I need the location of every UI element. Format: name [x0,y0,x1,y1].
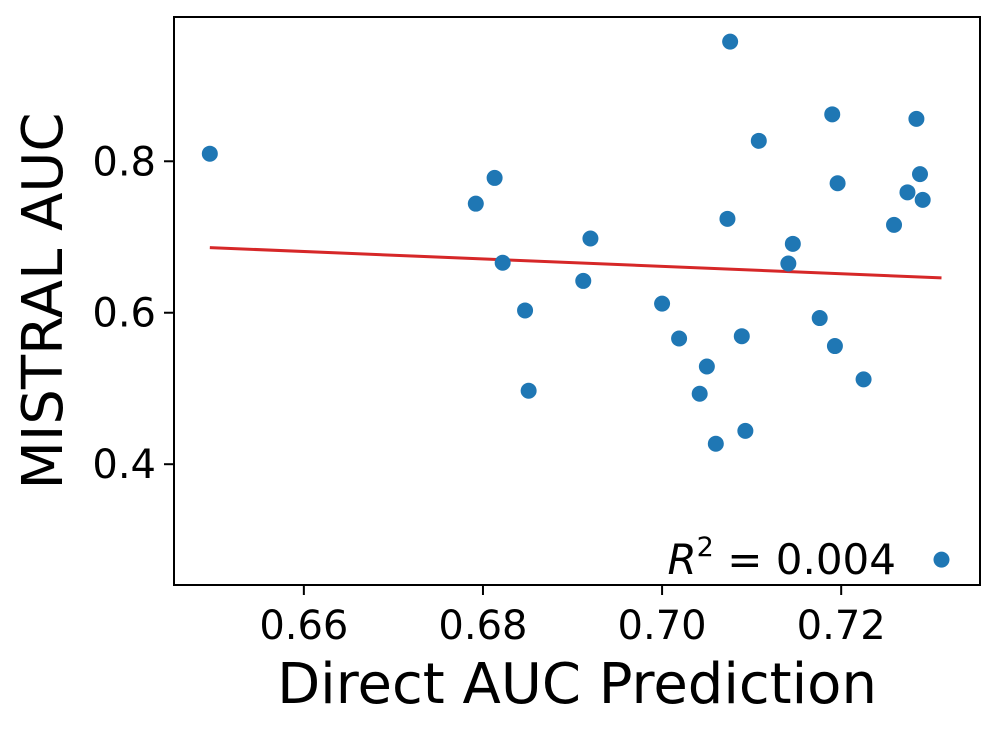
y-tick-label: 0.8 [92,139,156,185]
regression-line [209,246,942,280]
data-point [201,145,218,162]
data-point [780,255,797,272]
data-point [886,216,903,233]
data-point [575,272,592,289]
data-point [855,371,872,388]
x-tick-label: 0.66 [259,603,348,649]
data-point [829,175,846,192]
data-point [520,382,537,399]
data-point [824,106,841,123]
data-point [517,302,534,319]
data-point [908,110,925,127]
data-point [911,166,928,183]
y-axis-label: MISTRAL AUC [11,113,76,490]
data-point [811,310,828,327]
data-point [698,358,715,375]
x-axis: 0.66 0.68 0.70 0.72 [259,585,886,649]
data-point [582,230,599,247]
data-point [494,254,511,271]
x-tick-label: 0.72 [797,603,886,649]
data-point [737,422,754,439]
data-point [933,551,950,568]
data-point [691,385,708,402]
data-point [719,210,736,227]
r-squared-annotation: R2 = 0.004 [667,532,896,584]
data-point [707,435,724,452]
y-tick-label: 0.4 [92,442,156,488]
y-axis: 0.4 0.6 0.8 [92,139,174,488]
plot-content [201,33,950,568]
data-point [486,169,503,186]
x-tick-label: 0.68 [438,603,527,649]
data-point [914,191,931,208]
data-point [826,338,843,355]
data-point [784,235,801,252]
x-tick-label: 0.70 [618,603,707,649]
data-point [467,195,484,212]
x-axis-label: Direct AUC Prediction [277,652,877,717]
y-tick-label: 0.6 [92,291,156,337]
data-point [899,184,916,201]
data-point [750,132,767,149]
data-point [733,328,750,345]
plot-frame [173,16,981,586]
data-point [654,295,671,312]
data-point [671,330,688,347]
data-point [722,33,739,50]
